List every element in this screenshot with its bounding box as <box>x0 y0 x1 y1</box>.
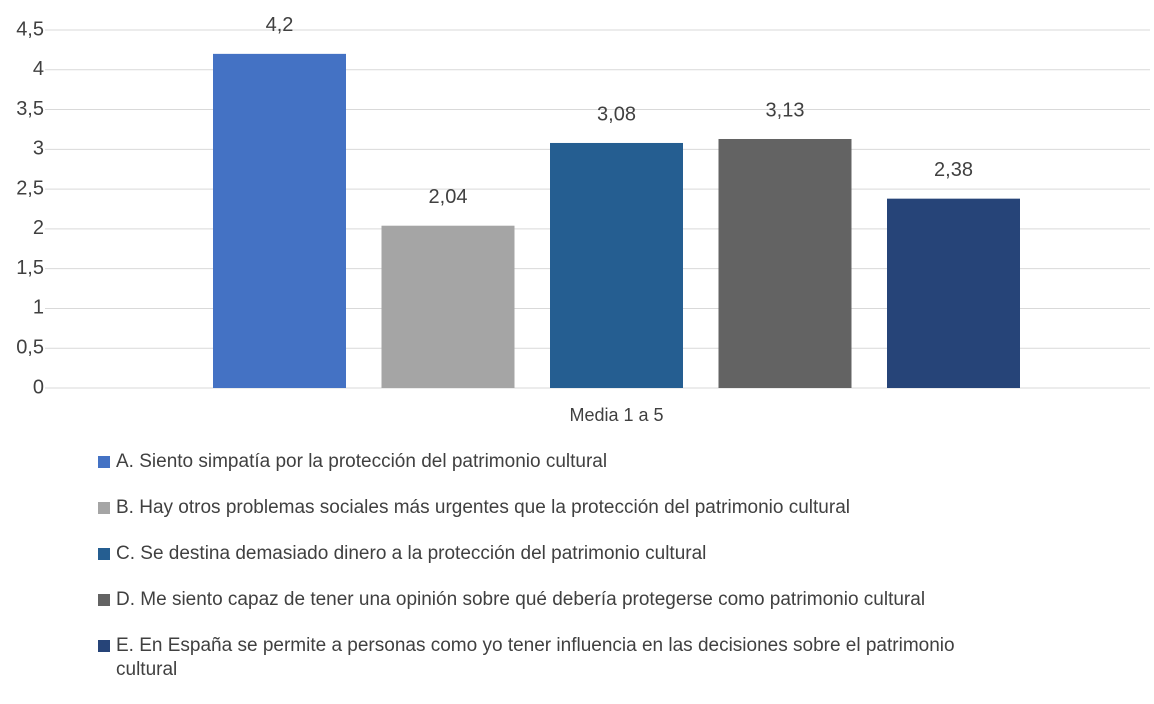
data-label: 3,08 <box>597 103 636 125</box>
legend: A. Siento simpatía por la protección del… <box>98 450 978 704</box>
y-tick-label: 1 <box>33 297 44 319</box>
y-tick-label: 4,5 <box>16 18 44 40</box>
legend-swatch <box>98 548 110 560</box>
legend-swatch <box>98 594 110 606</box>
legend-item: D. Me siento capaz de tener una opinión … <box>98 588 978 612</box>
y-tick-label: 3 <box>33 138 44 160</box>
legend-label: C. Se destina demasiado dinero a la prot… <box>116 543 707 564</box>
data-label: 3,13 <box>766 99 805 121</box>
y-tick-label: 0 <box>33 376 44 398</box>
legend-label: D. Me siento capaz de tener una opinión … <box>116 589 926 610</box>
y-tick-label: 4 <box>33 58 44 80</box>
legend-item: C. Se destina demasiado dinero a la prot… <box>98 542 978 566</box>
bar <box>381 225 515 388</box>
y-tick-label: 0,5 <box>16 337 44 359</box>
legend-swatch <box>98 640 110 652</box>
bar <box>550 142 683 388</box>
x-tick-label: Media 1 a 5 <box>569 405 663 425</box>
legend-label: B. Hay otros problemas sociales más urge… <box>116 497 850 518</box>
legend-swatch <box>98 502 110 514</box>
bar <box>213 53 346 388</box>
data-label: 2,04 <box>429 186 468 208</box>
legend-item: E. En España se permite a personas como … <box>98 634 978 682</box>
chart: 0 0,5 1 1,5 2 2,5 3 3,5 4 4,5 Media 1 a 5 4,2 2,04 3,… <box>16 14 1150 425</box>
y-tick-label: 3,5 <box>16 98 44 120</box>
data-label: 4,2 <box>266 14 294 36</box>
legend-label: E. En España se permite a personas como … <box>116 635 955 680</box>
y-tick-label: 1,5 <box>16 257 44 279</box>
legend-label: A. Siento simpatía por la protección del… <box>116 451 608 472</box>
y-tick-label: 2,5 <box>16 177 44 199</box>
legend-item: B. Hay otros problemas sociales más urge… <box>98 496 978 520</box>
bar <box>718 138 852 388</box>
bar <box>887 198 1020 388</box>
legend-swatch <box>98 456 110 468</box>
y-tick-label: 2 <box>33 217 44 239</box>
data-label: 2,38 <box>934 159 973 181</box>
legend-item: A. Siento simpatía por la protección del… <box>98 450 978 474</box>
